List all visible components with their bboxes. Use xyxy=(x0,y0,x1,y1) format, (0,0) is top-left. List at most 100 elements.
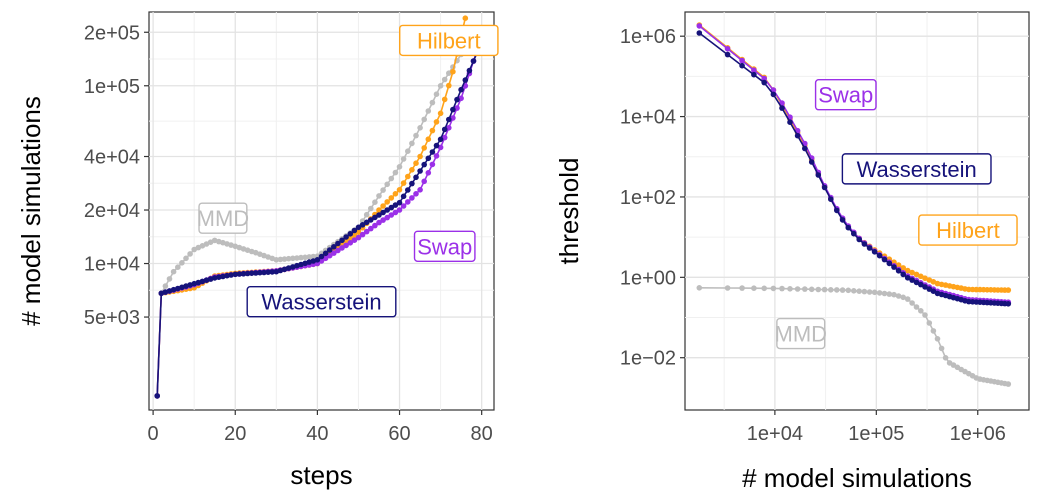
data-point xyxy=(450,68,456,75)
data-point xyxy=(751,285,757,292)
data-point xyxy=(938,345,945,352)
data-point xyxy=(343,234,349,240)
data-point xyxy=(421,161,428,168)
data-point xyxy=(446,82,452,89)
data-point xyxy=(934,336,941,342)
data-point xyxy=(384,214,391,221)
data-point xyxy=(248,270,255,277)
data-point xyxy=(891,291,897,298)
data-point xyxy=(895,268,902,274)
series-label-box xyxy=(198,202,248,234)
data-point xyxy=(828,287,834,293)
data-point xyxy=(335,240,341,247)
data-point xyxy=(179,260,185,266)
data-point xyxy=(918,308,924,314)
data-point xyxy=(409,180,415,187)
data-point xyxy=(396,187,403,193)
panel-steps-labels: MMD Hilbert Swap Wasserstein xyxy=(197,24,499,318)
data-point xyxy=(392,202,399,208)
x-tick-label: 60 xyxy=(388,423,410,445)
x-tick-label: 80 xyxy=(471,423,493,445)
data-point xyxy=(355,224,362,231)
data-point xyxy=(446,116,452,123)
data-point xyxy=(183,255,189,262)
y-tick-label: 2e+05 xyxy=(84,22,140,44)
data-point xyxy=(331,250,337,256)
data-point xyxy=(425,108,432,114)
data-point xyxy=(751,67,757,73)
series-label-box xyxy=(814,79,877,111)
data-point xyxy=(739,57,745,64)
data-point xyxy=(834,207,840,214)
x-tick-label: 1e+04 xyxy=(747,423,803,445)
series-label-text: Wasserstein xyxy=(857,157,977,182)
data-point xyxy=(462,77,469,83)
series-label-box xyxy=(413,230,476,263)
data-point xyxy=(922,312,928,318)
data-point xyxy=(871,289,878,296)
series-label-box xyxy=(399,24,499,57)
panel-threshold-series xyxy=(696,22,1012,387)
data-point xyxy=(866,289,873,295)
panel-steps: MMD Hilbert Swap Wasserstein 0 20 40 60 80 5e+03… xyxy=(16,11,499,490)
data-point xyxy=(417,125,423,131)
data-point xyxy=(376,207,382,213)
data-point xyxy=(359,222,366,228)
data-point xyxy=(368,205,374,212)
x-tick-label: 0 xyxy=(148,423,159,445)
data-point xyxy=(359,231,366,238)
data-point xyxy=(363,219,370,226)
data-point xyxy=(425,155,432,162)
data-point xyxy=(400,203,407,209)
data-point xyxy=(413,132,419,139)
series-label-text: MMD xyxy=(197,206,250,231)
data-point xyxy=(228,272,234,278)
data-point xyxy=(909,269,915,276)
data-point xyxy=(815,286,822,293)
y-tick-label: 1e+05 xyxy=(84,76,140,98)
data-point xyxy=(866,245,873,251)
data-point xyxy=(322,250,329,257)
data-point xyxy=(302,254,308,261)
data-point xyxy=(433,142,440,149)
data-point xyxy=(839,217,846,223)
data-point xyxy=(909,277,915,283)
data-point xyxy=(380,203,386,209)
data-point xyxy=(904,275,911,281)
data-point xyxy=(170,268,177,275)
data-point xyxy=(285,255,292,262)
data-point xyxy=(881,256,888,263)
data-point xyxy=(900,271,906,278)
data-point xyxy=(372,199,378,205)
data-point xyxy=(922,284,928,290)
x-tick-label: 20 xyxy=(224,423,246,445)
y-tick-label: 4e+04 xyxy=(84,147,140,169)
data-point xyxy=(154,393,160,399)
data-point xyxy=(306,254,313,260)
data-point xyxy=(400,193,407,200)
data-point xyxy=(886,260,893,267)
data-point xyxy=(909,300,915,306)
data-point xyxy=(392,209,399,216)
data-point xyxy=(355,234,362,241)
data-point xyxy=(724,46,731,52)
data-point xyxy=(257,269,263,276)
series-label-box xyxy=(776,317,826,350)
data-point xyxy=(331,244,337,250)
data-point xyxy=(895,293,902,299)
data-point xyxy=(724,51,731,58)
data-point xyxy=(363,228,370,235)
data-point xyxy=(787,286,793,292)
data-point xyxy=(261,269,267,276)
data-point xyxy=(437,136,444,143)
data-point xyxy=(930,288,937,295)
series-label-hilbert: Hilbert xyxy=(918,214,1018,246)
data-point xyxy=(839,287,846,293)
data-point xyxy=(851,230,857,237)
data-point xyxy=(779,105,785,111)
data-point xyxy=(861,288,868,295)
data-point xyxy=(425,136,432,142)
y-tick-label: 1e+04 xyxy=(84,254,140,276)
data-point xyxy=(384,207,391,213)
